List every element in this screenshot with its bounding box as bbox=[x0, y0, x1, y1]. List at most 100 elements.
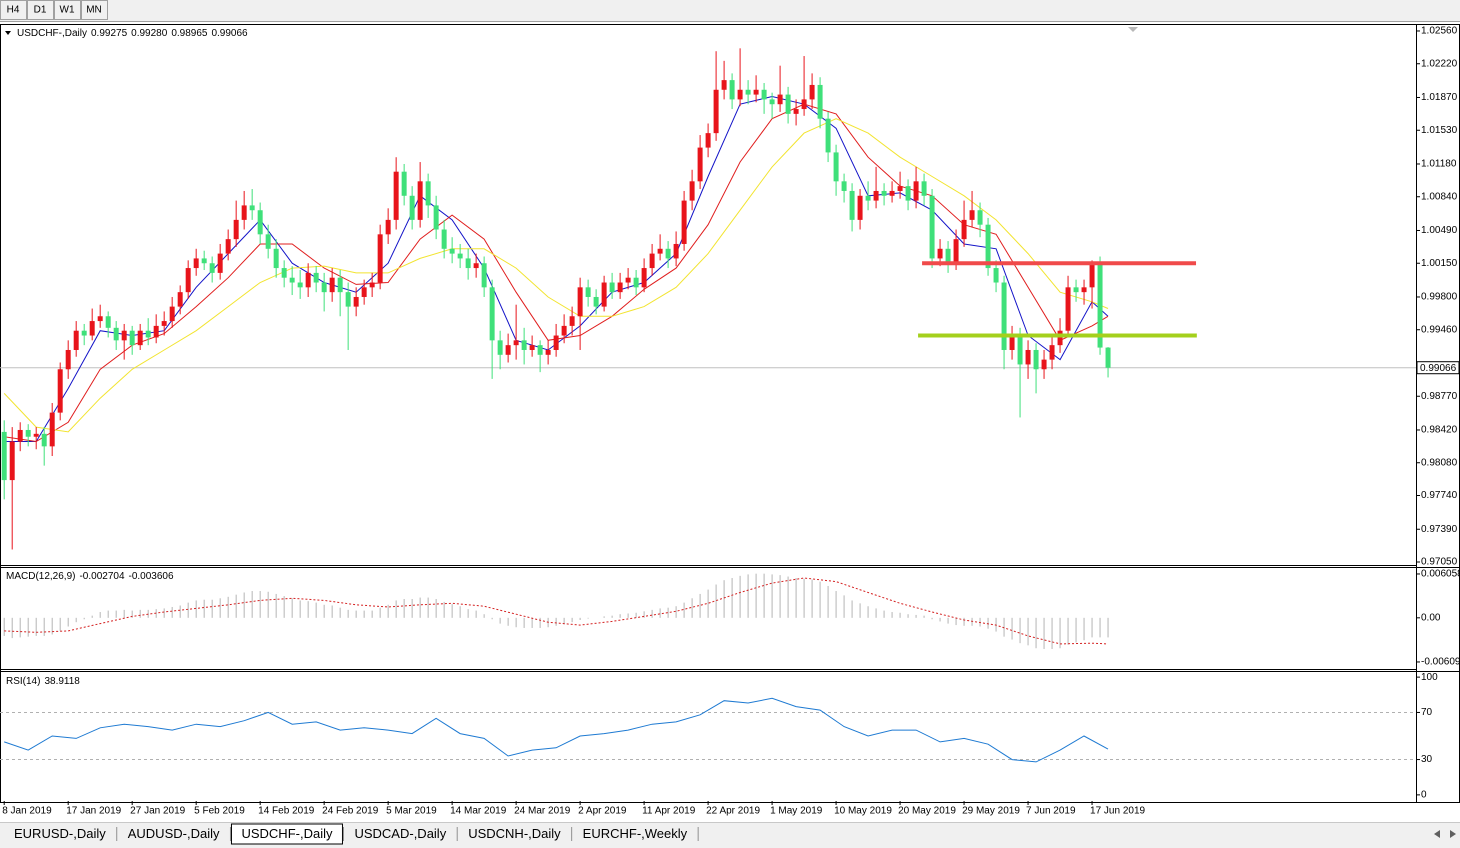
active-tab[interactable] bbox=[230, 823, 343, 845]
candle-body bbox=[97, 316, 103, 322]
candle-body bbox=[537, 345, 543, 355]
timeframe-button[interactable] bbox=[27, 0, 54, 20]
timeframe-label[interactable]: W1 bbox=[60, 5, 75, 16]
candle-body bbox=[121, 330, 127, 341]
candle-body bbox=[809, 84, 815, 100]
ohlc-value: 0.99275 bbox=[91, 28, 128, 39]
candle-body bbox=[169, 306, 175, 322]
candle-body bbox=[505, 345, 511, 355]
candle-body bbox=[409, 195, 415, 220]
indicator-title: MACD(12,26,9) bbox=[6, 571, 75, 582]
candle-body bbox=[25, 429, 31, 437]
tab-label[interactable]: EURCHF-,Weekly bbox=[583, 826, 688, 841]
candle-body bbox=[185, 268, 191, 293]
y-tick-label: 1.02220 bbox=[1421, 58, 1458, 69]
candle-body bbox=[769, 99, 775, 105]
candle-body bbox=[417, 181, 423, 220]
tab[interactable] bbox=[117, 824, 230, 844]
y-tick-label: 0.99460 bbox=[1421, 324, 1458, 335]
tab-label[interactable]: USDCAD-,Daily bbox=[354, 826, 446, 841]
candle-body bbox=[1089, 263, 1095, 288]
tab[interactable] bbox=[344, 824, 457, 844]
candle-body bbox=[721, 80, 727, 90]
candle-body bbox=[1081, 287, 1087, 293]
candle-body bbox=[449, 248, 455, 254]
y-tick-label: -0.006096 bbox=[1421, 657, 1460, 668]
candle-body bbox=[257, 210, 263, 235]
candle-body bbox=[145, 330, 151, 338]
candle-body bbox=[681, 200, 687, 244]
tab-scroll-right[interactable] bbox=[1450, 830, 1456, 838]
header-arrow bbox=[5, 31, 11, 35]
tab-label[interactable]: EURUSD-,Daily bbox=[14, 826, 106, 841]
candle-body bbox=[1017, 335, 1023, 365]
tab-scroll-left[interactable] bbox=[1434, 830, 1440, 838]
x-tick-label: 29 May 2019 bbox=[962, 806, 1020, 817]
indicator-line bbox=[4, 697, 1109, 763]
timeframe-label[interactable]: D1 bbox=[34, 5, 47, 16]
candle-body bbox=[49, 412, 55, 447]
candle-body bbox=[1009, 335, 1015, 350]
candle-body bbox=[961, 219, 967, 240]
candle-body bbox=[9, 441, 15, 481]
candle-body bbox=[73, 330, 79, 350]
panel-line: 100 70 30 0 8 Jan 2019 17 Jan 2019 27 Jan 2019… bbox=[0, 672, 1438, 817]
candle-body bbox=[129, 330, 135, 346]
candle-body bbox=[593, 296, 599, 307]
rsi-value: 38.9118 bbox=[44, 676, 80, 687]
candle-body bbox=[241, 205, 247, 220]
tab[interactable] bbox=[4, 824, 116, 844]
x-tick-label: 27 Jan 2019 bbox=[130, 806, 185, 817]
tab[interactable] bbox=[458, 824, 571, 844]
tab-label[interactable]: USDCNH-,Daily bbox=[468, 826, 561, 841]
timeframe-button[interactable] bbox=[0, 0, 27, 20]
candle-body bbox=[601, 282, 607, 307]
candle-body bbox=[945, 248, 951, 264]
candle-body bbox=[521, 340, 527, 350]
candle-body bbox=[929, 195, 935, 259]
x-tick-label: 8 Jan 2019 bbox=[2, 806, 52, 817]
candle-body bbox=[969, 210, 975, 220]
candle-body bbox=[289, 277, 295, 283]
candle-body bbox=[1057, 330, 1063, 346]
candle-body bbox=[273, 248, 279, 269]
candle-body bbox=[161, 321, 167, 326]
indicator-header: RSI(14) 38.9118 bbox=[6, 676, 80, 687]
timeframe-button[interactable] bbox=[54, 0, 81, 20]
candle-body bbox=[177, 292, 183, 307]
y-tick-label: 1.01870 bbox=[1421, 92, 1458, 103]
candle-body bbox=[313, 272, 319, 283]
x-tick-label: 24 Mar 2019 bbox=[514, 806, 571, 817]
candle-body bbox=[1033, 349, 1039, 370]
ohlc-value: 0.98965 bbox=[171, 28, 208, 39]
tab[interactable] bbox=[572, 824, 698, 844]
candle-body bbox=[401, 171, 407, 196]
signal-value: -0.003606 bbox=[129, 571, 174, 582]
timeframe-label[interactable]: MN bbox=[86, 5, 102, 16]
candle-body bbox=[1001, 282, 1007, 350]
candle-body bbox=[329, 277, 335, 293]
tab-label[interactable]: AUDUSD-,Daily bbox=[128, 826, 220, 841]
candle-body bbox=[297, 282, 303, 288]
candle-body bbox=[561, 325, 567, 336]
candle-body bbox=[81, 330, 87, 336]
candle-body bbox=[761, 89, 767, 100]
timeframe-label[interactable]: H4 bbox=[7, 5, 20, 16]
shift-marker bbox=[1128, 27, 1138, 32]
x-tick-label: 5 Feb 2019 bbox=[194, 806, 245, 817]
candle-body bbox=[569, 316, 575, 326]
candle-body bbox=[745, 89, 751, 95]
tab-label[interactable]: USDCHF-,Daily bbox=[241, 826, 333, 841]
y-tick-label: 1.02560 bbox=[1421, 26, 1458, 37]
x-tick-label: 14 Mar 2019 bbox=[450, 806, 507, 817]
y-tick-label: 1.00490 bbox=[1421, 225, 1458, 236]
candle-body bbox=[977, 210, 983, 225]
symbol: USDCHF-,Daily bbox=[17, 28, 87, 39]
timeframe-button[interactable] bbox=[81, 0, 108, 20]
candle-body bbox=[65, 349, 71, 370]
candle-body bbox=[705, 133, 711, 148]
chart-window: 1.02560 1.02220 1.01870 1.01530 1.01180 1.008… bbox=[0, 24, 1460, 817]
candle-body bbox=[985, 224, 991, 269]
candle-body bbox=[1025, 349, 1031, 365]
candle-body bbox=[233, 219, 239, 240]
